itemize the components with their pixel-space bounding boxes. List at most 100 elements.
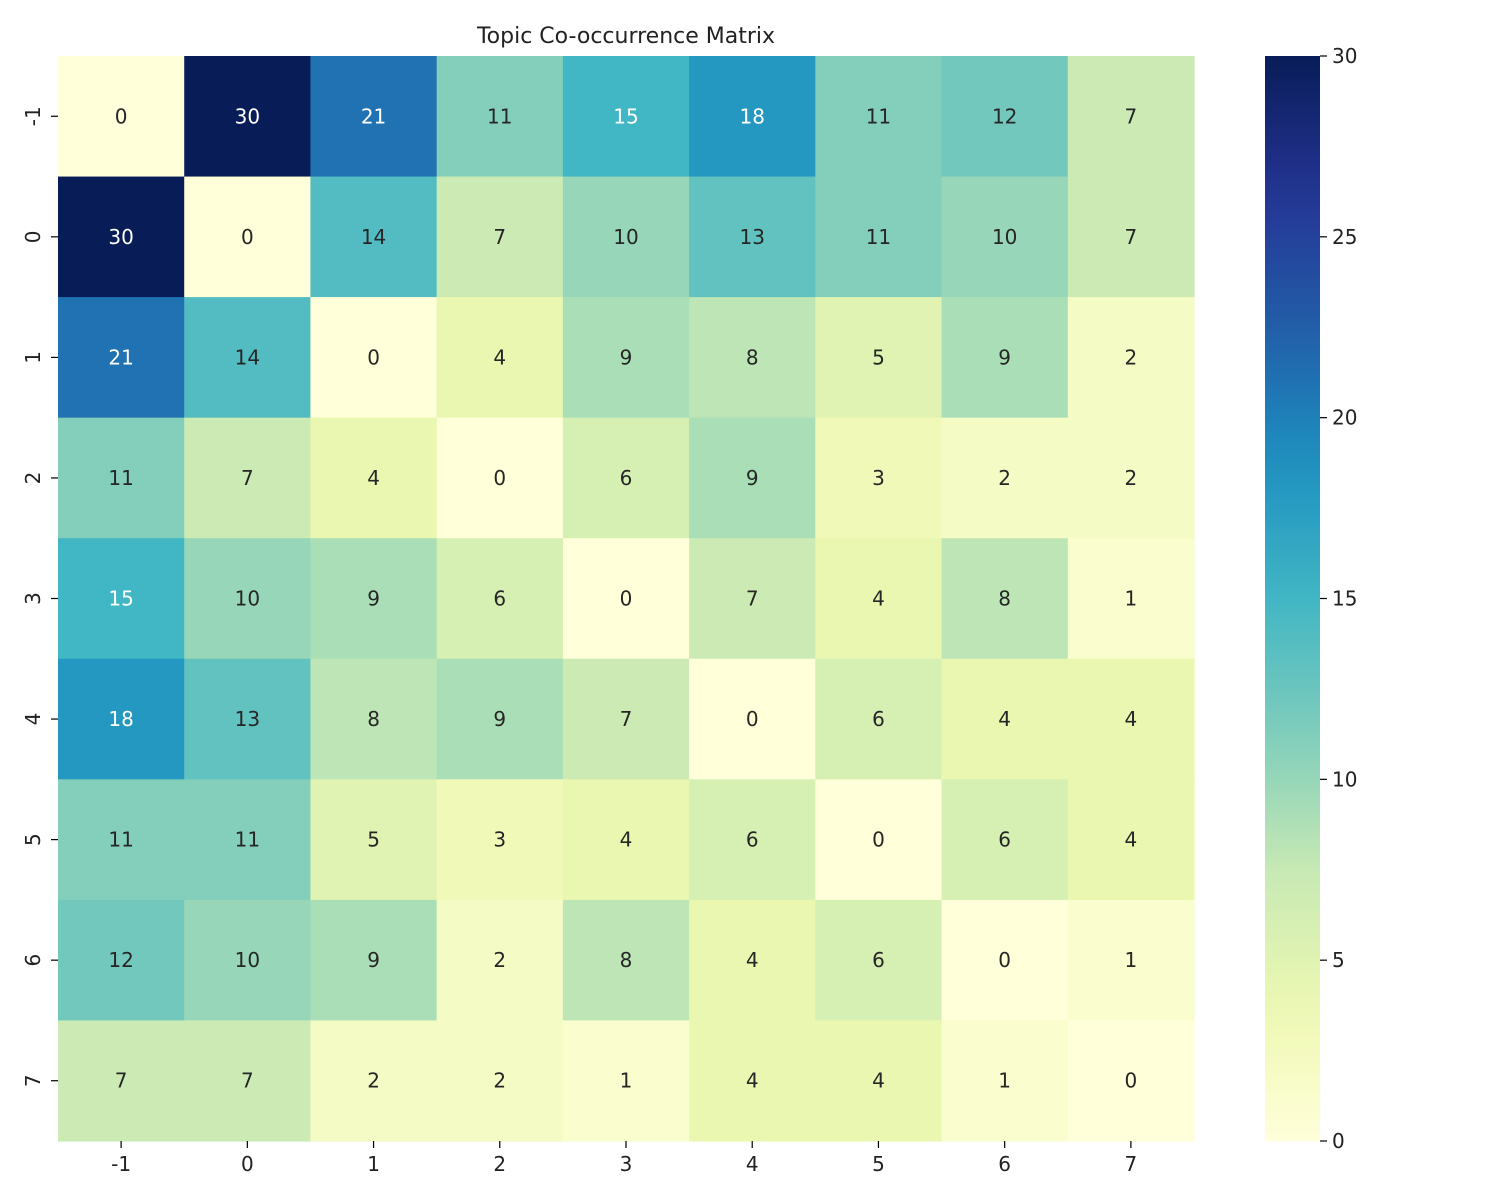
cell-value-label: 8 xyxy=(620,948,633,972)
heatmap-cell xyxy=(689,899,816,1022)
cell-value-label: 21 xyxy=(108,345,133,369)
heatmap-cell xyxy=(941,538,1069,660)
heatmap-cell xyxy=(815,56,943,178)
colorbar-tick-label: 5 xyxy=(1332,948,1345,972)
heatmap-cell xyxy=(58,297,185,419)
heatmap-cell xyxy=(58,538,185,660)
cell-value-label: 4 xyxy=(998,707,1011,731)
heatmap-cell xyxy=(689,779,816,901)
heatmap-cell xyxy=(562,1020,690,1142)
heatmap-cell xyxy=(562,538,690,660)
heatmap-cell xyxy=(941,779,1069,901)
heatmap-cell xyxy=(310,176,438,298)
cell-value-label: 4 xyxy=(1125,707,1138,731)
cell-value-label: 4 xyxy=(620,828,633,852)
heatmap-cell xyxy=(310,417,438,539)
cell-value-label: 13 xyxy=(235,707,260,731)
heatmap-cell xyxy=(58,779,185,901)
heatmap-cell xyxy=(689,176,816,298)
heatmap-cell xyxy=(815,297,943,419)
heatmap-cell xyxy=(58,1020,185,1142)
cell-value-label: 9 xyxy=(367,948,380,972)
cell-value-label: 10 xyxy=(235,948,260,972)
heatmap-cell xyxy=(562,658,690,780)
cell-value-label: 10 xyxy=(235,587,260,611)
x-tick-label: 4 xyxy=(746,1152,759,1176)
cell-value-label: 7 xyxy=(241,1069,254,1093)
heatmap-cell xyxy=(815,1020,943,1142)
cell-value-label: 7 xyxy=(241,466,254,490)
cell-value-label: 0 xyxy=(115,104,128,128)
heatmap-cell xyxy=(184,1020,312,1142)
cell-value-label: 7 xyxy=(493,225,506,249)
cell-value-label: 4 xyxy=(872,1069,885,1093)
heatmap-cell xyxy=(1067,176,1195,298)
cell-value-label: 6 xyxy=(620,466,633,490)
heatmap-cell xyxy=(1067,779,1195,901)
heatmap-cell xyxy=(1067,658,1195,780)
heatmap-cell xyxy=(941,417,1069,539)
cell-value-label: 30 xyxy=(235,104,260,128)
cell-value-label: 9 xyxy=(367,587,380,611)
heatmap-cell xyxy=(689,658,816,780)
cell-value-label: 2 xyxy=(1125,345,1138,369)
y-tick-label: 0 xyxy=(21,230,45,243)
cell-value-label: 2 xyxy=(1125,466,1138,490)
heatmap-cell xyxy=(562,899,690,1022)
cell-value-label: 4 xyxy=(872,587,885,611)
heatmap-cell xyxy=(310,658,438,780)
heatmap-cell xyxy=(184,176,312,298)
cell-value-label: 6 xyxy=(746,828,759,852)
cell-value-label: 3 xyxy=(872,466,885,490)
cell-value-label: 4 xyxy=(1125,828,1138,852)
x-tick-label: 0 xyxy=(241,1152,254,1176)
heatmap-cell xyxy=(310,297,438,419)
heatmap-cell xyxy=(941,56,1069,178)
cell-value-label: 10 xyxy=(613,225,638,249)
cell-value-label: 6 xyxy=(493,587,506,611)
cell-value-label: 2 xyxy=(493,948,506,972)
cell-value-label: 7 xyxy=(1125,104,1138,128)
heatmap-cell xyxy=(562,297,690,419)
y-tick-label: 7 xyxy=(21,1074,45,1087)
cell-value-label: 1 xyxy=(620,1069,633,1093)
y-tick-label: 6 xyxy=(21,954,45,967)
cell-value-label: 9 xyxy=(620,345,633,369)
heatmap-cell xyxy=(436,658,564,780)
y-tick-label: 1 xyxy=(21,351,45,364)
heatmap-cell xyxy=(1067,538,1195,660)
heatmap-cell xyxy=(562,176,690,298)
heatmap-cell xyxy=(815,779,943,901)
cell-value-label: 0 xyxy=(1125,1069,1138,1093)
y-tick-label: 2 xyxy=(21,472,45,485)
cell-value-label: 12 xyxy=(992,104,1017,128)
cell-value-label: 11 xyxy=(235,828,260,852)
cell-value-label: 0 xyxy=(367,345,380,369)
heatmap-cell xyxy=(689,297,816,419)
heatmap-cell xyxy=(1067,1020,1195,1142)
heatmap-cell xyxy=(1067,56,1195,178)
heatmap-cell xyxy=(310,1020,438,1142)
heatmap-cell xyxy=(815,176,943,298)
colorbar-tick-label: 30 xyxy=(1332,44,1357,68)
heatmap-cell xyxy=(58,176,185,298)
cell-value-label: 6 xyxy=(872,948,885,972)
heatmap-cell xyxy=(310,538,438,660)
colorbar-gradient xyxy=(1265,56,1320,1141)
heatmap-cell xyxy=(562,779,690,901)
heatmap-cell xyxy=(941,1020,1069,1142)
cell-value-label: 0 xyxy=(241,225,254,249)
cell-value-label: 1 xyxy=(1125,948,1138,972)
heatmap-cell xyxy=(815,417,943,539)
heatmap-cell xyxy=(184,899,312,1022)
cell-value-label: 11 xyxy=(866,225,891,249)
cell-value-label: 11 xyxy=(108,466,133,490)
cell-value-label: 10 xyxy=(992,225,1017,249)
heatmap-cell xyxy=(58,417,185,539)
cell-value-label: 12 xyxy=(108,948,133,972)
cell-value-label: 2 xyxy=(367,1069,380,1093)
x-tick-label: 6 xyxy=(998,1152,1011,1176)
x-axis: -1 0 1 2 3 4 5 6 7 xyxy=(111,1141,1137,1176)
cell-value-label: 0 xyxy=(746,707,759,731)
